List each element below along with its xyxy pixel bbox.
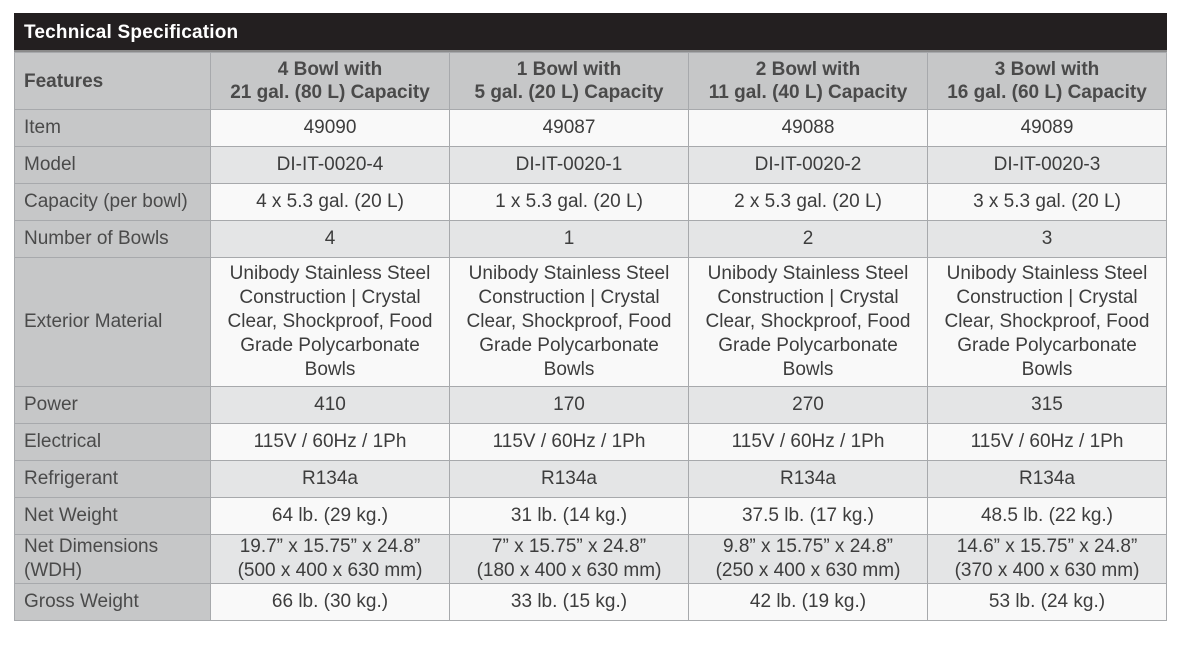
- row-label: Refrigerant: [14, 460, 211, 498]
- cell: 315: [927, 386, 1167, 424]
- row-label: Net Weight: [14, 497, 211, 535]
- cell: 4 x 5.3 gal. (20 L): [210, 183, 450, 221]
- table-row-refrigerant: Refrigerant R134a R134a R134a R134a: [14, 460, 1167, 498]
- row-label: Power: [14, 386, 211, 424]
- cell: 115V / 60Hz / 1Ph: [688, 423, 928, 461]
- table-row-power: Power 410 170 270 315: [14, 386, 1167, 424]
- row-label: Exterior Material: [14, 257, 211, 387]
- features-header: Features: [14, 52, 211, 110]
- cell: 4: [210, 220, 450, 258]
- row-label: Electrical: [14, 423, 211, 461]
- cell: 3: [927, 220, 1167, 258]
- column-header-1-bowl: 1 Bowl with 5 gal. (20 L) Capacity: [449, 52, 689, 110]
- row-label: Item: [14, 109, 211, 147]
- cell: DI-IT-0020-1: [449, 146, 689, 184]
- cell: 1: [449, 220, 689, 258]
- cell: 7” x 15.75” x 24.8” (180 x 400 x 630 mm): [449, 534, 689, 584]
- cell: 66 lb. (30 kg.): [210, 583, 450, 621]
- cell: 49088: [688, 109, 928, 147]
- cell: Unibody Stainless Steel Construction | C…: [688, 257, 928, 387]
- cell: 31 lb. (14 kg.): [449, 497, 689, 535]
- column-header-4-bowl: 4 Bowl with 21 gal. (80 L) Capacity: [210, 52, 450, 110]
- cell: Unibody Stainless Steel Construction | C…: [210, 257, 450, 387]
- table-row-net-weight: Net Weight 64 lb. (29 kg.) 31 lb. (14 kg…: [14, 497, 1167, 535]
- table-row-exterior-material: Exterior Material Unibody Stainless Stee…: [14, 257, 1167, 387]
- column-header-2-bowl: 2 Bowl with 11 gal. (40 L) Capacity: [688, 52, 928, 110]
- table-row-net-dimensions: Net Dimensions (WDH) 19.7” x 15.75” x 24…: [14, 534, 1167, 584]
- row-label: Gross Weight: [14, 583, 211, 621]
- spec-title: Technical Specification: [14, 13, 1167, 52]
- row-label: Number of Bowls: [14, 220, 211, 258]
- cell: 37.5 lb. (17 kg.): [688, 497, 928, 535]
- cell: 2 x 5.3 gal. (20 L): [688, 183, 928, 221]
- table-row-capacity: Capacity (per bowl) 4 x 5.3 gal. (20 L) …: [14, 183, 1167, 221]
- cell: 3 x 5.3 gal. (20 L): [927, 183, 1167, 221]
- header-row: Features 4 Bowl with 21 gal. (80 L) Capac…: [14, 52, 1167, 110]
- table-row-item: Item 49090 49087 49088 49089: [14, 109, 1167, 147]
- cell: R134a: [688, 460, 928, 498]
- cell: 53 lb. (24 kg.): [927, 583, 1167, 621]
- cell: R134a: [927, 460, 1167, 498]
- cell: Unibody Stainless Steel Construction | C…: [449, 257, 689, 387]
- cell: 410: [210, 386, 450, 424]
- cell: 115V / 60Hz / 1Ph: [210, 423, 450, 461]
- cell: 42 lb. (19 kg.): [688, 583, 928, 621]
- cell: 33 lb. (15 kg.): [449, 583, 689, 621]
- table-row-electrical: Electrical 115V / 60Hz / 1Ph 115V / 60Hz…: [14, 423, 1167, 461]
- cell: Unibody Stainless Steel Construction | C…: [927, 257, 1167, 387]
- row-label: Net Dimensions (WDH): [14, 534, 211, 584]
- cell: DI-IT-0020-3: [927, 146, 1167, 184]
- row-label: Model: [14, 146, 211, 184]
- cell: 1 x 5.3 gal. (20 L): [449, 183, 689, 221]
- table-row-model: Model DI-IT-0020-4 DI-IT-0020-1 DI-IT-00…: [14, 146, 1167, 184]
- cell: 49087: [449, 109, 689, 147]
- cell: 49089: [927, 109, 1167, 147]
- cell: 19.7” x 15.75” x 24.8” (500 x 400 x 630 m…: [210, 534, 450, 584]
- row-label: Capacity (per bowl): [14, 183, 211, 221]
- cell: 48.5 lb. (22 kg.): [927, 497, 1167, 535]
- spec-sheet: Technical Specification Features 4 Bowl …: [14, 13, 1167, 621]
- cell: 14.6” x 15.75” x 24.8” (370 x 400 x 630 m…: [927, 534, 1167, 584]
- cell: DI-IT-0020-2: [688, 146, 928, 184]
- cell: 49090: [210, 109, 450, 147]
- cell: DI-IT-0020-4: [210, 146, 450, 184]
- cell: R134a: [449, 460, 689, 498]
- spec-table: Features 4 Bowl with 21 gal. (80 L) Capac…: [14, 52, 1167, 621]
- cell: 64 lb. (29 kg.): [210, 497, 450, 535]
- cell: 170: [449, 386, 689, 424]
- cell: 9.8” x 15.75” x 24.8” (250 x 400 x 630 mm…: [688, 534, 928, 584]
- cell: R134a: [210, 460, 450, 498]
- cell: 115V / 60Hz / 1Ph: [927, 423, 1167, 461]
- cell: 270: [688, 386, 928, 424]
- cell: 2: [688, 220, 928, 258]
- table-row-number-of-bowls: Number of Bowls 4 1 2 3: [14, 220, 1167, 258]
- column-header-3-bowl: 3 Bowl with 16 gal. (60 L) Capacity: [927, 52, 1167, 110]
- table-row-gross-weight: Gross Weight 66 lb. (30 kg.) 33 lb. (15 …: [14, 583, 1167, 621]
- cell: 115V / 60Hz / 1Ph: [449, 423, 689, 461]
